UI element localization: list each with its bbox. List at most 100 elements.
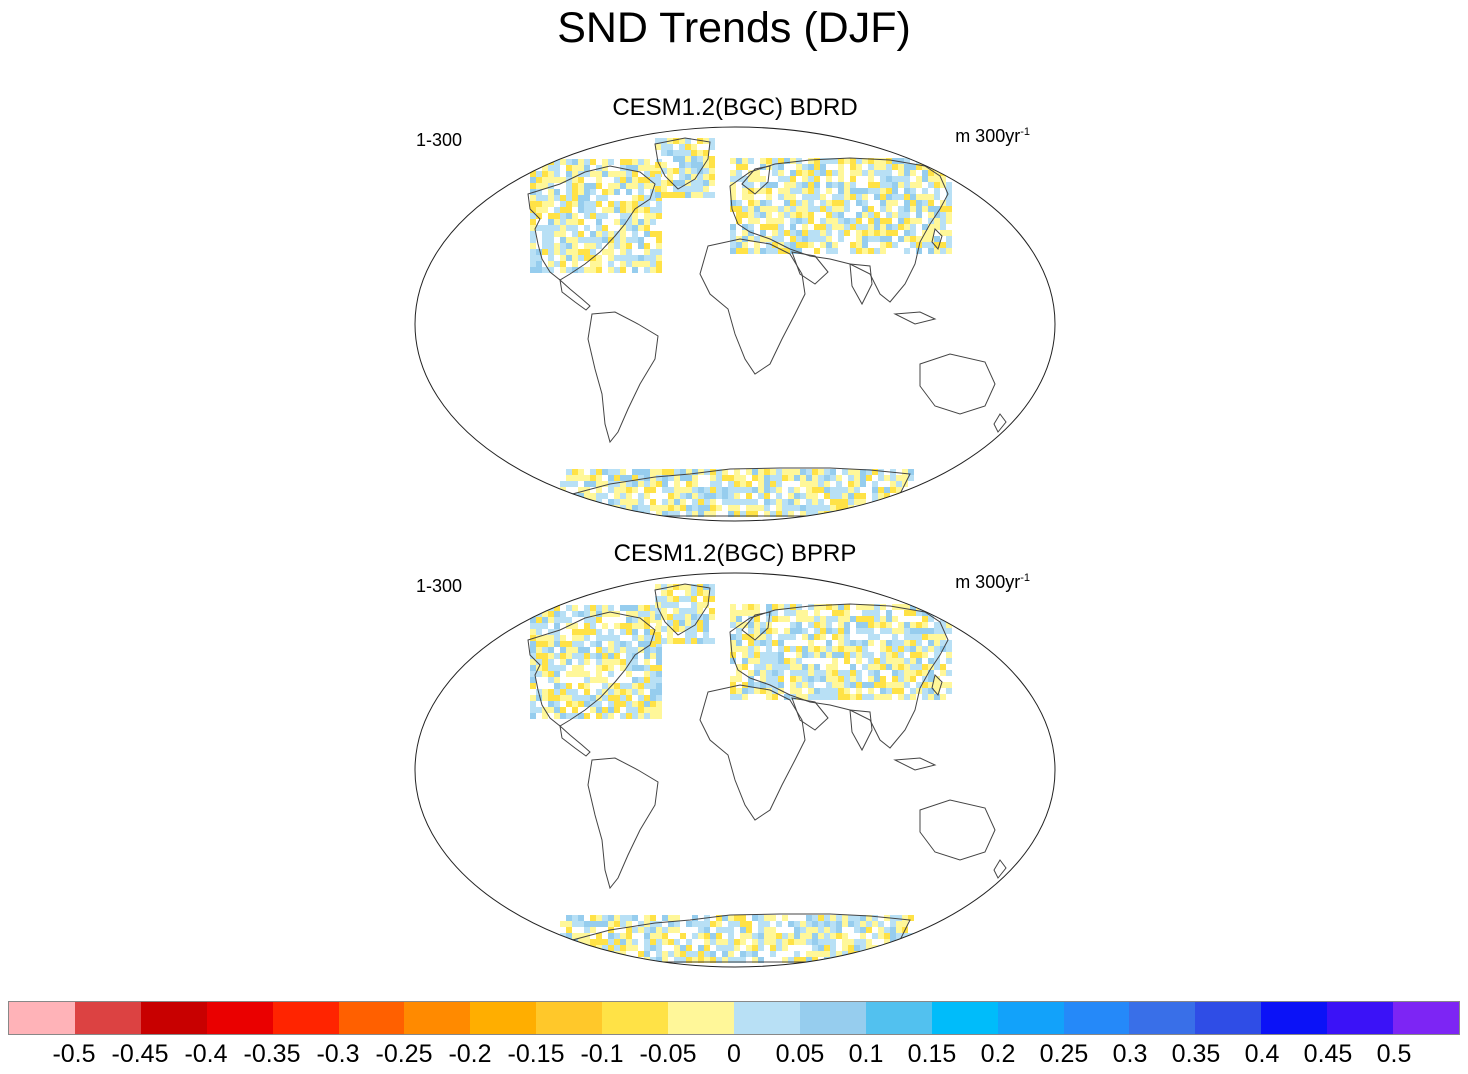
trend-pixel	[884, 493, 890, 499]
trend-pixel	[772, 164, 778, 170]
trend-pixel	[808, 206, 814, 212]
trend-pixel	[530, 159, 536, 165]
trend-pixel	[686, 475, 692, 481]
trend-pixel	[650, 171, 656, 177]
trend-pixel	[584, 207, 590, 213]
trend-pixel	[632, 617, 638, 623]
trend-pixel	[734, 915, 740, 921]
trend-pixel	[530, 683, 536, 689]
trend-pixel	[916, 634, 922, 640]
trend-pixel	[698, 921, 704, 927]
trend-pixel	[812, 481, 818, 487]
trend-pixel	[916, 610, 922, 616]
trend-pixel	[554, 213, 560, 219]
trend-pixel	[626, 481, 632, 487]
trend-pixel	[752, 939, 758, 945]
trend-pixel	[866, 945, 872, 951]
trend-pixel	[748, 646, 754, 652]
trend-pixel	[674, 951, 680, 957]
trend-pixel	[679, 608, 685, 614]
trend-pixel	[578, 249, 584, 255]
trend-pixel	[596, 255, 602, 261]
trend-pixel	[784, 248, 790, 254]
trend-pixel	[578, 671, 584, 677]
trend-pixel	[584, 201, 590, 207]
trend-pixel	[862, 616, 868, 622]
trend-pixel	[704, 505, 710, 511]
trend-pixel	[766, 604, 772, 610]
trend-pixel	[808, 236, 814, 242]
trend-pixel	[602, 159, 608, 165]
trend-pixel	[626, 177, 632, 183]
trend-pixel	[820, 616, 826, 622]
world-map	[414, 572, 1056, 968]
trend-pixel	[872, 933, 878, 939]
trend-pixel	[934, 610, 940, 616]
trend-pixel	[709, 590, 715, 596]
trend-pixel	[742, 158, 748, 164]
trend-pixel	[940, 206, 946, 212]
trend-pixel	[644, 159, 650, 165]
trend-pixel	[824, 475, 830, 481]
trend-pixel	[742, 188, 748, 194]
trend-pixel	[536, 641, 542, 647]
trend-pixel	[692, 915, 698, 921]
trend-pixel	[730, 688, 736, 694]
trend-pixel	[886, 188, 892, 194]
trend-pixel	[880, 682, 886, 688]
trend-pixel	[638, 695, 644, 701]
trend-pixel	[560, 195, 566, 201]
trend-pixel	[566, 213, 572, 219]
trend-pixel	[644, 707, 650, 713]
trend-pixel	[703, 186, 709, 192]
trend-pixel	[554, 231, 560, 237]
trend-pixel	[730, 206, 736, 212]
trend-pixel	[644, 635, 650, 641]
trend-pixel	[644, 945, 650, 951]
trend-pixel	[742, 688, 748, 694]
trend-pixel	[884, 505, 890, 511]
trend-pixel	[778, 652, 784, 658]
trend-pixel	[796, 248, 802, 254]
trend-pixel	[940, 242, 946, 248]
trend-pixel	[854, 939, 860, 945]
trend-pixel	[590, 695, 596, 701]
trend-pixel	[728, 487, 734, 493]
trend-pixel	[878, 511, 884, 517]
trend-pixel	[638, 469, 644, 475]
trend-pixel	[566, 939, 572, 945]
trend-pixel	[854, 493, 860, 499]
trend-pixel	[766, 628, 772, 634]
trend-pixel	[922, 236, 928, 242]
trend-pixel	[590, 171, 596, 177]
trend-pixel	[728, 475, 734, 481]
trend-pixel	[734, 945, 740, 951]
trend-pixel	[830, 475, 836, 481]
trend-pixel	[644, 171, 650, 177]
trend-pixel	[874, 158, 880, 164]
trend-pixel	[661, 138, 667, 144]
trend-pixel	[874, 634, 880, 640]
trend-pixel	[788, 469, 794, 475]
trend-pixel	[754, 682, 760, 688]
trend-pixel	[560, 243, 566, 249]
trend-pixel	[874, 670, 880, 676]
trend-pixel	[872, 511, 878, 517]
trend-pixel	[746, 499, 752, 505]
trend-pixel	[844, 646, 850, 652]
trend-pixel	[536, 195, 542, 201]
trend-pixel	[934, 224, 940, 230]
trend-pixel	[686, 921, 692, 927]
trend-pixel	[536, 171, 542, 177]
trend-pixel	[826, 604, 832, 610]
trend-pixel	[760, 634, 766, 640]
trend-pixel	[626, 617, 632, 623]
trend-pixel	[814, 170, 820, 176]
trend-pixel	[796, 242, 802, 248]
trend-pixel	[898, 182, 904, 188]
trend-pixel	[850, 652, 856, 658]
trend-pixel	[614, 689, 620, 695]
trend-pixel	[691, 632, 697, 638]
trend-pixel	[872, 951, 878, 957]
colorbar-box	[1393, 1002, 1459, 1034]
